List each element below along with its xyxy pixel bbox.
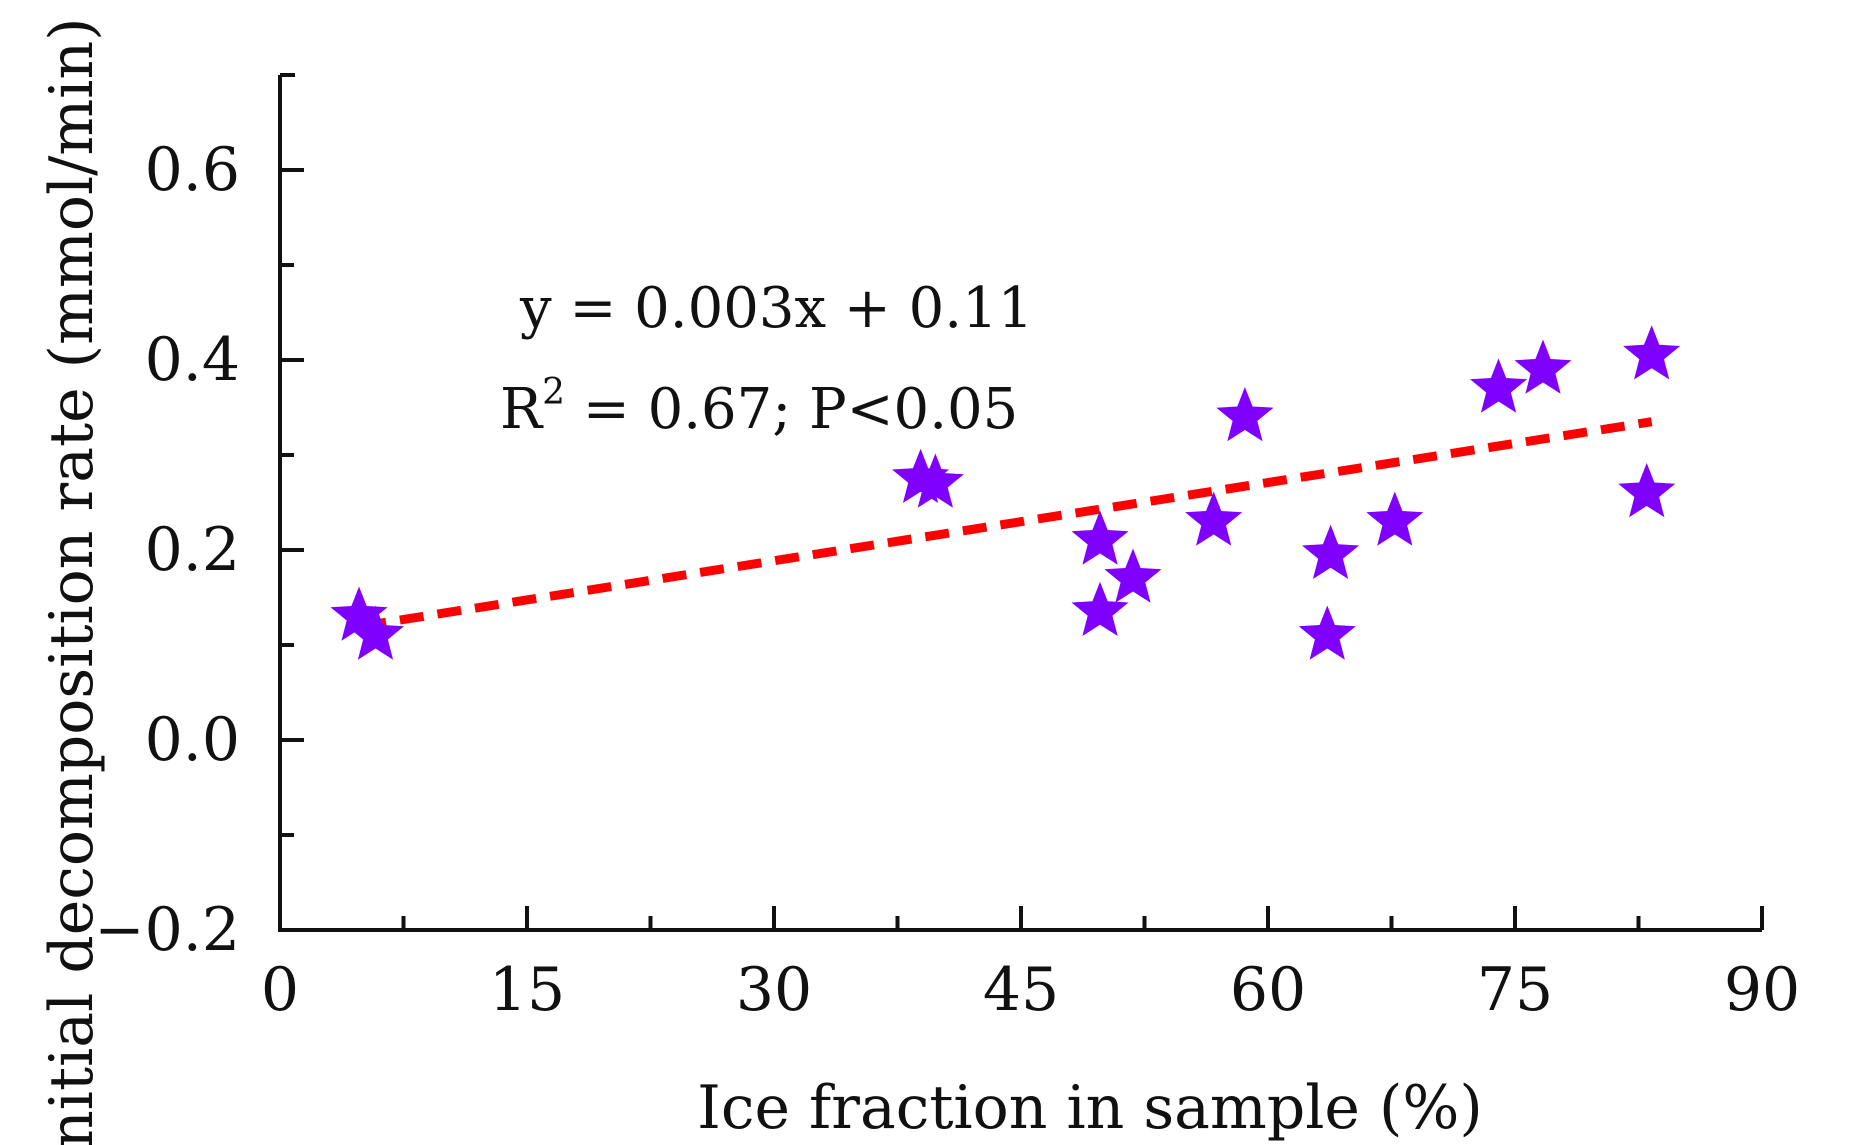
y-tick-label: 0.4 xyxy=(145,325,240,395)
data-point-star xyxy=(1470,358,1528,413)
x-tick-label: 15 xyxy=(489,955,565,1025)
data-point-star xyxy=(1185,491,1243,546)
data-point-star xyxy=(906,453,964,508)
labels-layer: 0 15 30 45 60 75 90 −0.2 0.0 0.2 0.4 0.6 xyxy=(94,135,1800,1025)
y-tick-label: 0.2 xyxy=(145,515,240,585)
x-tick-label: 0 xyxy=(261,955,299,1025)
data-point-star xyxy=(1302,524,1360,579)
fit-equation: y = 0.003x + 0.11 xyxy=(519,276,1033,341)
x-axis-title: Ice fraction in sample (%) xyxy=(697,1073,1483,1143)
data-point-star xyxy=(1104,548,1162,603)
y-tick-label: 0.0 xyxy=(145,705,240,775)
y-tick-label: 0.6 xyxy=(145,135,240,205)
data-point-star xyxy=(347,605,404,660)
axes xyxy=(278,73,1764,932)
r-squared-prefix: R xyxy=(500,377,544,442)
data-point-star xyxy=(1071,581,1129,636)
fit-line xyxy=(361,417,1653,631)
x-tick-label: 45 xyxy=(983,955,1059,1025)
y-axis-title: Initial decomposition rate (mmol/min) xyxy=(37,17,107,1145)
x-tick-label: 90 xyxy=(1724,955,1800,1025)
r-squared-value: = 0.67; P<0.05 xyxy=(565,377,1018,442)
data-point-star xyxy=(330,586,388,641)
x-tick-label: 75 xyxy=(1477,955,1553,1025)
x-tick-label: 60 xyxy=(1230,955,1306,1025)
y-tick-label: −0.2 xyxy=(94,895,240,965)
r-squared-superscript: 2 xyxy=(542,372,565,413)
data-point-star xyxy=(1216,387,1274,442)
fit-layer xyxy=(361,417,1653,631)
data-point-star xyxy=(1366,491,1424,546)
data-point-star xyxy=(1623,325,1681,380)
x-tick-label: 30 xyxy=(736,955,812,1025)
data-point-star xyxy=(1618,463,1676,518)
data-point-star xyxy=(1298,605,1356,660)
data-point-star xyxy=(1071,510,1129,565)
points-layer xyxy=(330,325,1681,660)
data-point-star xyxy=(1514,339,1572,394)
fit-statistics: R2 = 0.67; P<0.05 xyxy=(500,372,1018,442)
